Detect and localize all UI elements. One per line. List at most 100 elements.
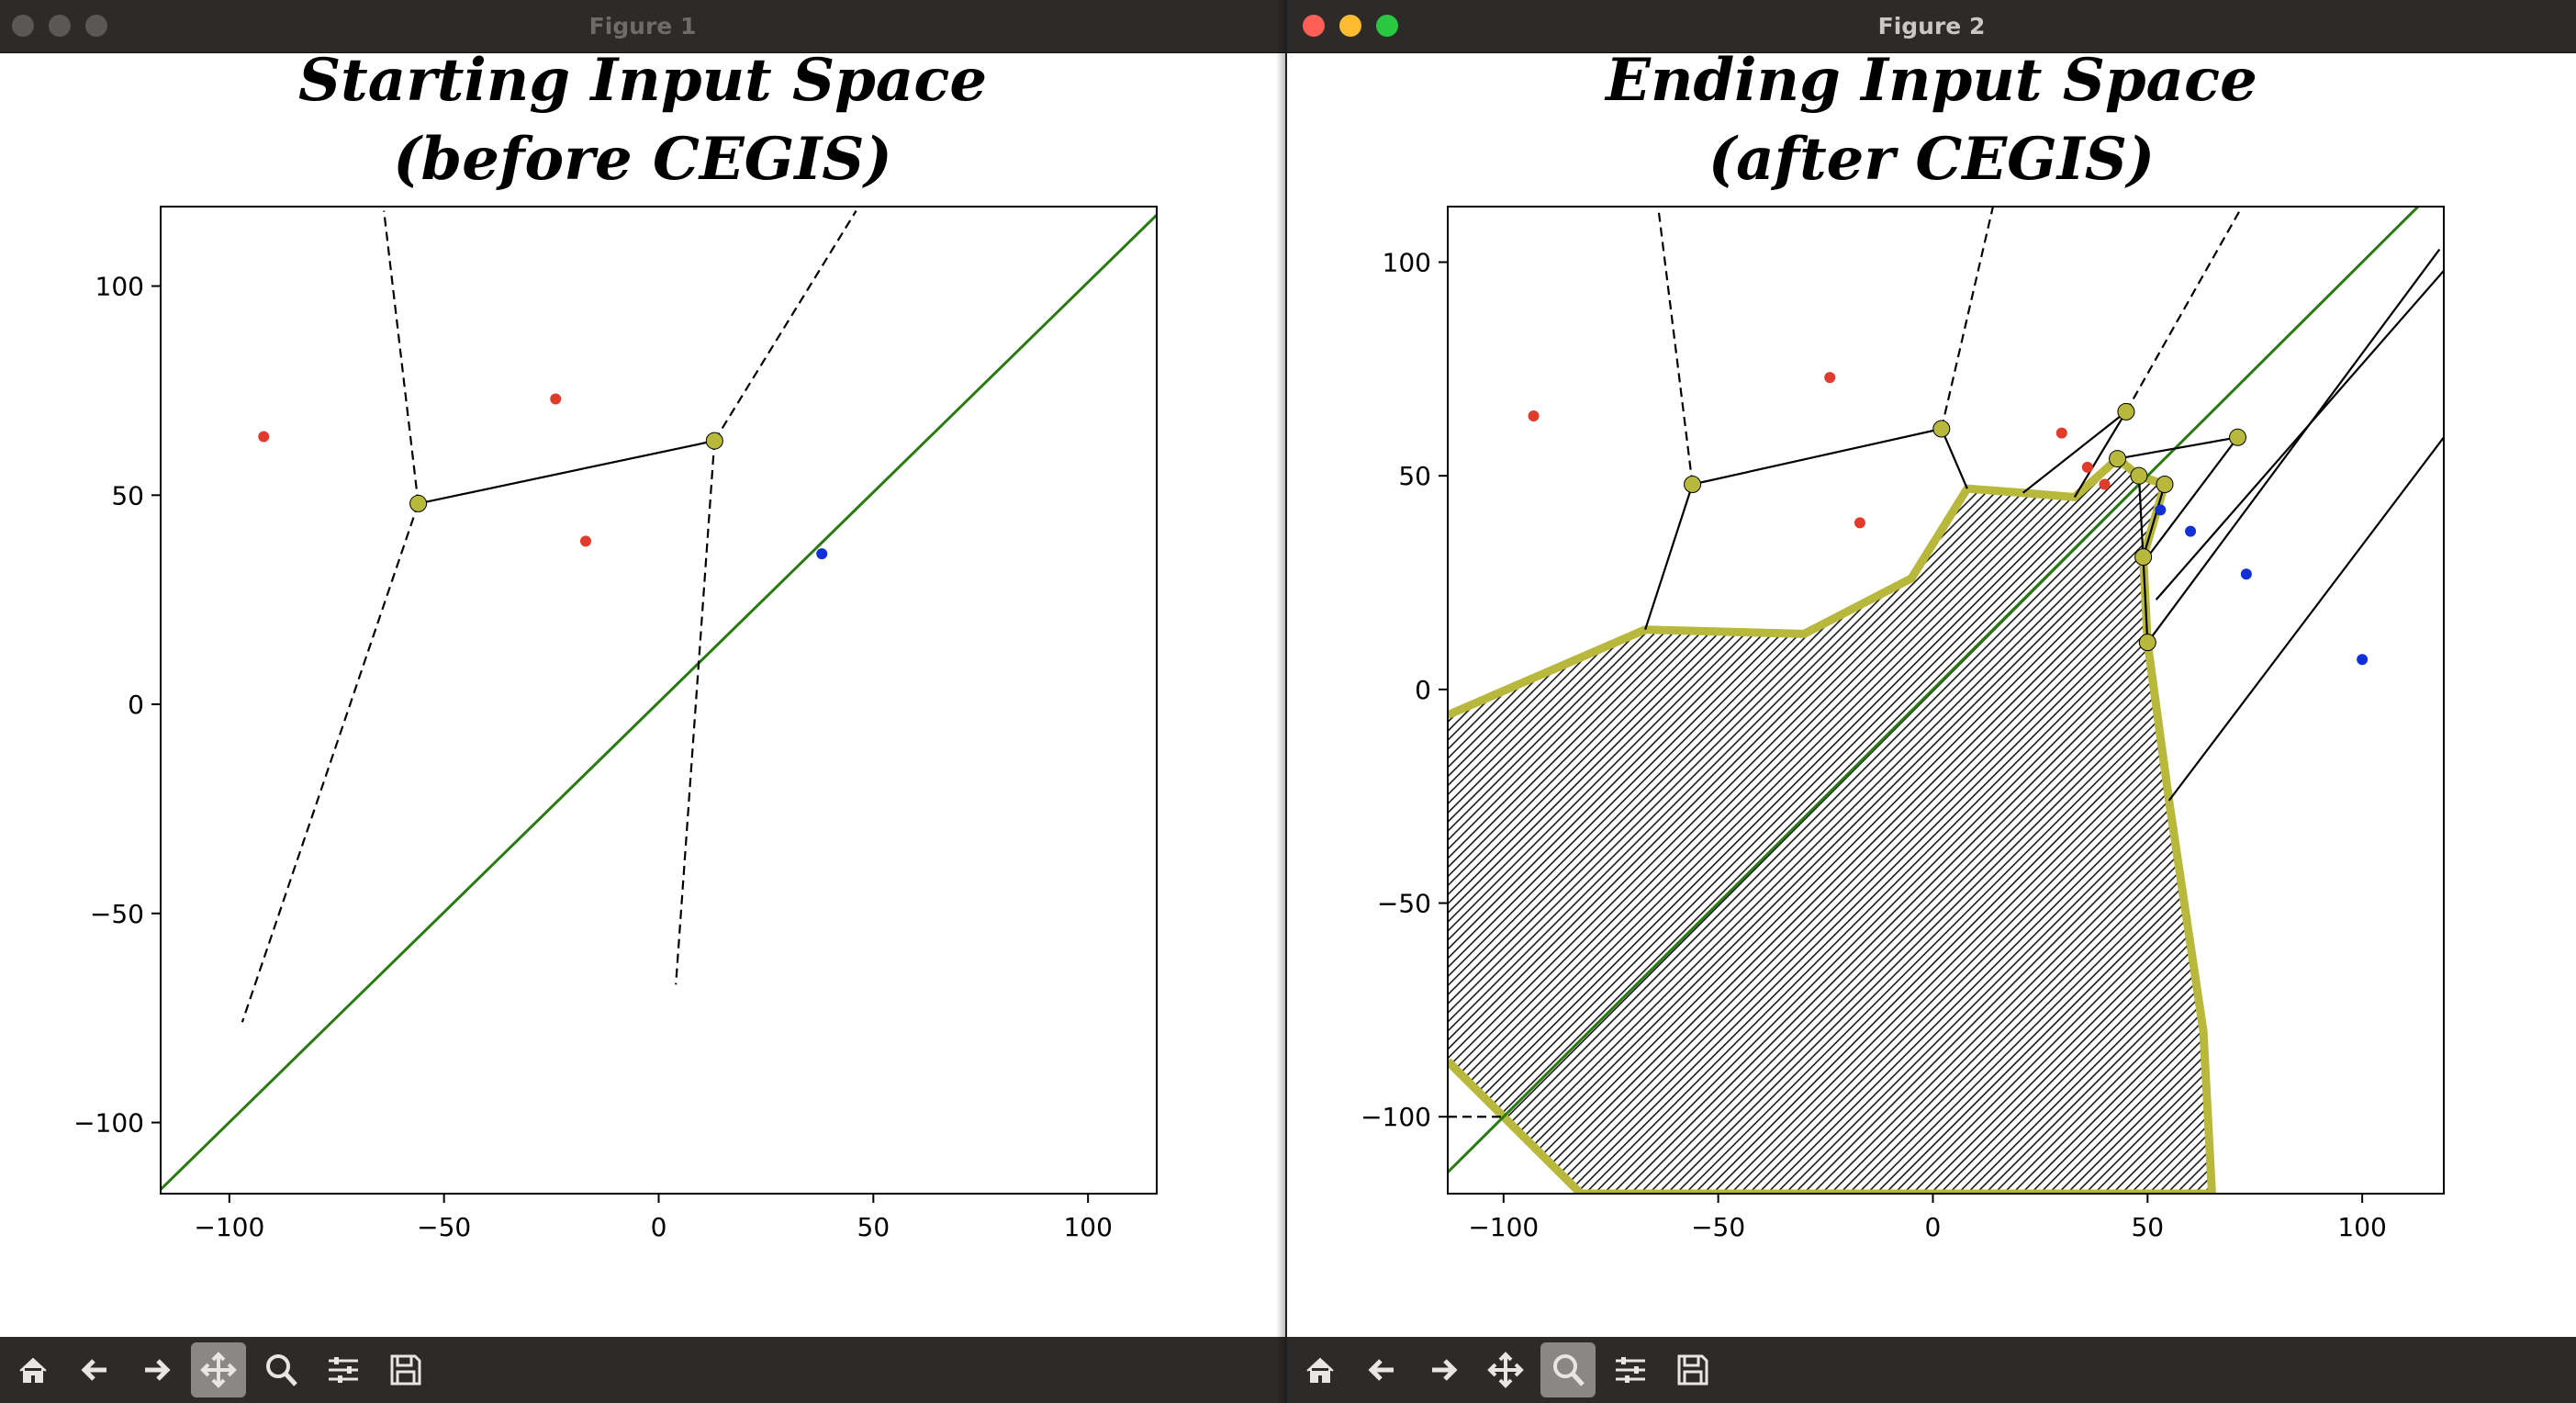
red-point (550, 393, 562, 405)
solid-edge (418, 440, 715, 505)
configure-subplots-icon (1616, 1357, 1645, 1383)
zoom-button[interactable] (1540, 1342, 1596, 1397)
dashed-edge (1940, 207, 1995, 430)
y-tick-label: 100 (95, 272, 144, 302)
figure-title-line-2: (after CEGIS) (1708, 125, 2156, 194)
configure-subplots-icon (329, 1357, 358, 1383)
decision-boundary-line (1448, 207, 2419, 1173)
axes-frame (160, 206, 1158, 1195)
red-point (258, 431, 270, 443)
minimize-button[interactable] (1339, 15, 1361, 37)
y-tick-label: −50 (1377, 889, 1431, 919)
home-icon (1306, 1357, 1334, 1383)
y-tick-label: −50 (90, 899, 144, 929)
back-arrow-icon (1368, 1359, 1394, 1381)
forward-button[interactable] (1416, 1342, 1471, 1397)
window-title: Figure 2 (1877, 13, 1986, 39)
red-point (1528, 410, 1540, 422)
zoom-icon (1553, 1354, 1585, 1386)
vertex-marker (705, 432, 723, 450)
solid-edge (1644, 484, 1694, 631)
x-tick-label: 100 (2337, 1212, 2386, 1242)
plot-content (1448, 207, 2444, 1194)
solid-edge (2155, 270, 2444, 600)
solid-edge (2142, 484, 2167, 557)
blue-point (2185, 525, 2197, 537)
navigation-toolbar (0, 1337, 1285, 1403)
y-tick-label: −100 (73, 1108, 144, 1139)
save-button[interactable] (378, 1342, 433, 1397)
y-tick-label: 50 (111, 480, 144, 511)
blue-point (2155, 504, 2167, 516)
minimize-button[interactable] (49, 15, 71, 37)
figure-title-line-2: (before CEGIS) (393, 125, 892, 194)
back-button[interactable] (1355, 1342, 1410, 1397)
y-tick-label: 0 (1415, 675, 1431, 705)
vertex-marker (409, 494, 428, 512)
zoom-button[interactable] (253, 1342, 308, 1397)
dashed-edge (241, 503, 420, 1023)
close-button[interactable] (12, 15, 34, 37)
solid-edge (2146, 248, 2441, 644)
plot-area[interactable]: −100 −50 0 50 100 100 50 0 −50 −100 (0, 0, 1285, 1337)
x-tick-label: 0 (651, 1212, 667, 1242)
blue-point (816, 548, 828, 560)
hatched-region (1448, 458, 2212, 1194)
x-tick-label: 0 (1925, 1212, 1942, 1242)
plot-content (161, 209, 1157, 1191)
solid-edge (2117, 436, 2238, 460)
window-title-bar[interactable]: Figure 2 (1287, 0, 2576, 53)
figure-title-line-1: Ending Input Space (1606, 46, 2257, 115)
zoom-icon (266, 1354, 297, 1386)
window-title: Figure 1 (588, 13, 697, 39)
decision-boundary-line (161, 214, 1157, 1191)
red-point (2055, 427, 2067, 439)
vertex-marker (2130, 466, 2148, 485)
x-tick-label: −50 (417, 1212, 471, 1242)
save-icon (390, 1354, 421, 1386)
home-button[interactable] (1293, 1342, 1348, 1397)
red-point (1854, 517, 1865, 529)
vertex-marker (2109, 450, 2127, 468)
forward-button[interactable] (129, 1342, 184, 1397)
window-title-bar[interactable]: Figure 1 (0, 0, 1285, 53)
close-button[interactable] (1303, 15, 1325, 37)
back-button[interactable] (68, 1342, 123, 1397)
plot-area[interactable]: −100 −50 0 50 100 100 50 0 −50 −100 (1287, 0, 2576, 1337)
save-button[interactable] (1665, 1342, 1720, 1397)
window-shadow (1276, 0, 1285, 1403)
home-button[interactable] (6, 1342, 61, 1397)
configure-subplots-button[interactable] (1603, 1342, 1658, 1397)
region-boundary (1448, 455, 2216, 1194)
solid-edge (2146, 436, 2239, 558)
x-tick-label: 50 (2131, 1212, 2164, 1242)
x-tick-label: −50 (1691, 1212, 1745, 1242)
solid-edge (1940, 428, 1968, 489)
vertex-marker (2134, 548, 2153, 567)
solid-edge (2073, 410, 2127, 499)
pan-button[interactable] (1478, 1342, 1533, 1397)
configure-subplots-button[interactable] (316, 1342, 371, 1397)
vertex-marker (1932, 420, 1951, 438)
pan-button[interactable] (191, 1342, 246, 1397)
blue-point (2357, 654, 2369, 666)
blue-point (2240, 568, 2252, 580)
save-icon (1677, 1354, 1708, 1386)
zoom-window-button[interactable] (1376, 15, 1398, 37)
dashed-edge (1657, 207, 1694, 485)
axes-frame (1447, 206, 2445, 1195)
x-tick-label: 50 (857, 1212, 890, 1242)
zoom-window-button[interactable] (85, 15, 107, 37)
dashed-edge (2124, 207, 2244, 412)
red-point (2081, 461, 2093, 473)
vertex-marker (2156, 475, 2174, 493)
solid-edge (1692, 427, 1943, 486)
red-point (579, 535, 591, 547)
pan-icon (1487, 1352, 1524, 1388)
dashed-edge (383, 210, 420, 504)
x-tick-label: −100 (194, 1212, 264, 1242)
vertex-marker (2138, 634, 2156, 652)
vertex-marker (2229, 428, 2247, 446)
home-icon (19, 1357, 47, 1383)
pan-icon (200, 1352, 237, 1388)
